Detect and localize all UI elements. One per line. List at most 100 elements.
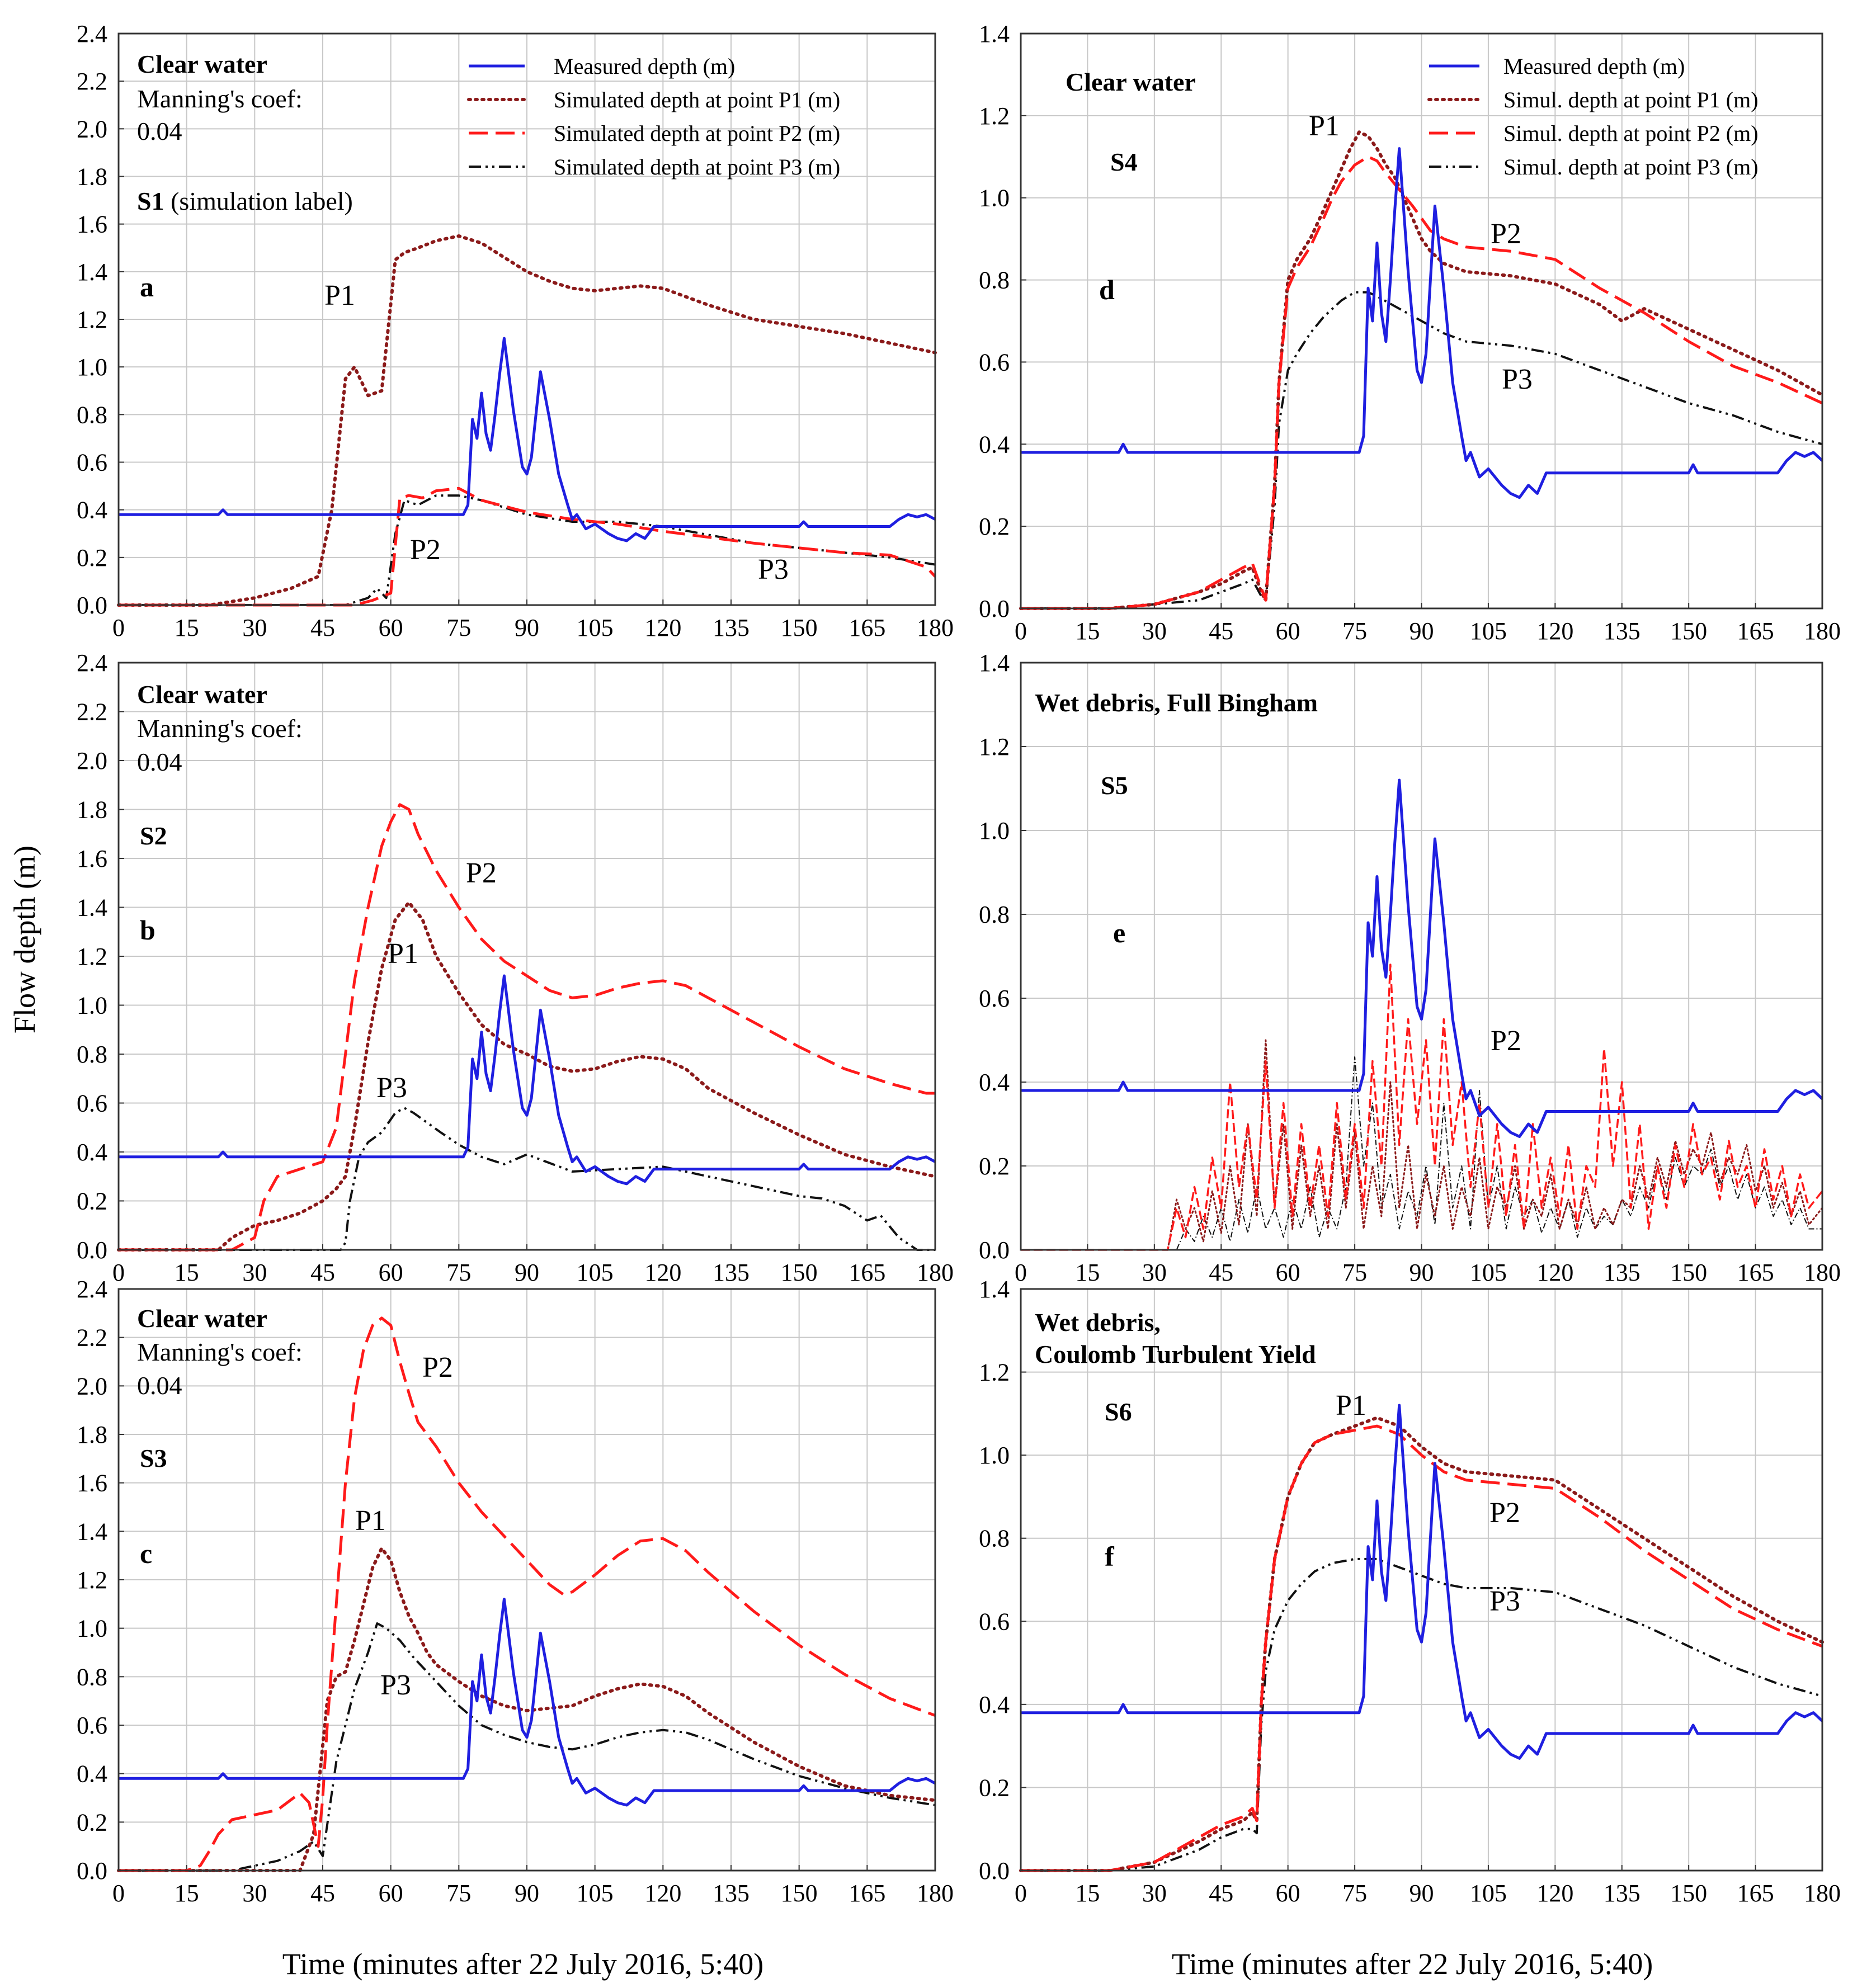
y-tick-label: 0.8 [77, 1041, 107, 1068]
panel-c-label-p1: P1 [355, 1505, 386, 1537]
x-tick-label: 165 [848, 614, 885, 641]
y-tick-label: 0.0 [77, 1857, 107, 1885]
panel-a-annotation-2: Manning's coef: [137, 84, 303, 113]
legend-p3-label: Simul. depth at point P3 (m) [1503, 154, 1759, 180]
x-tick-label: 90 [515, 614, 539, 641]
x-tick-label: 75 [446, 1880, 471, 1907]
panel-f-sim-label: S6 [1105, 1397, 1132, 1426]
panel-d-series [1019, 130, 1824, 610]
x-tick-label: 30 [242, 1880, 267, 1907]
x-tick-label: 180 [1804, 1259, 1841, 1286]
y-tick-label: 0.4 [979, 1069, 1010, 1096]
panel-e-grid [1020, 662, 1823, 1250]
panel-d: 0 15 30 45 60 75 90 105 120 135 150 165 180 0.0 0.2 0.4… [979, 20, 1841, 645]
x-tick-label: 135 [1604, 1880, 1641, 1907]
panel-a-label-p3: P3 [758, 554, 789, 585]
panel-a: 0 15 30 45 60 75 90 105 120 135 150 165 180 0.0 0.2 0.4… [77, 20, 954, 641]
x-tick-label: 180 [917, 1880, 954, 1907]
legend-p2-label: Simul. depth at point P2 (m) [1503, 121, 1759, 146]
panel-b-series [117, 803, 937, 1252]
panel-f-ticklabels: 0 15 30 45 60 75 90 105 120 135 150 165 180 0.0 0.2 0.4… [979, 1276, 1841, 1907]
y-tick-label: 0.0 [979, 1236, 1010, 1264]
panel-e-frame [1020, 662, 1823, 1251]
y-tick-label: 0.2 [77, 1188, 107, 1215]
x-tick-label: 30 [242, 614, 267, 641]
x-tick-label: 75 [1342, 617, 1367, 645]
series-p3-line [1021, 291, 1823, 610]
y-tick-label: 2.2 [77, 698, 107, 726]
panel-d-letter: d [1099, 274, 1115, 305]
x-tick-label: 15 [175, 614, 199, 641]
x-tick-label: 0 [1015, 1880, 1027, 1907]
series-p2-line [119, 1316, 936, 1872]
y-tick-label: 0.8 [77, 1663, 107, 1690]
panel-c-label-p2: P2 [422, 1352, 453, 1383]
x-tick-label: 165 [1737, 617, 1774, 645]
panel-f-label-p1: P1 [1336, 1390, 1366, 1422]
x-tick-label: 75 [1342, 1880, 1367, 1907]
x-tick-label: 135 [713, 1259, 749, 1286]
panel-b: 0 15 30 45 60 75 90 105 120 135 150 165 180 0.0 0.2 0.4… [77, 649, 954, 1286]
x-tick-label: 150 [781, 1880, 818, 1907]
x-tick-label: 180 [917, 614, 954, 641]
x-tick-label: 120 [644, 1259, 681, 1286]
x-tick-label: 150 [1670, 617, 1707, 645]
x-tick-label: 120 [644, 614, 681, 641]
series-measured-line [1021, 1404, 1823, 1760]
x-tick-label: 30 [1142, 1880, 1167, 1907]
y-tick-label: 0.2 [979, 1774, 1010, 1801]
y-tick-label: 0.2 [77, 544, 107, 572]
panel-d-label-p2: P2 [1491, 218, 1521, 250]
x-tick-label: 180 [1804, 1880, 1841, 1907]
panel-b-ticklabels: 0 15 30 45 60 75 90 105 120 135 150 165 180 0.0 0.2 0.4… [77, 649, 954, 1286]
y-tick-label: 1.4 [979, 1276, 1010, 1303]
x-tick-label: 15 [1075, 1880, 1100, 1907]
x-tick-label: 30 [1142, 617, 1167, 645]
panel-a-sim-label: S1 (simulation label) [137, 187, 353, 215]
y-tick-label: 2.0 [77, 747, 107, 775]
x-tick-label: 75 [1342, 1259, 1367, 1286]
legend-measured-label: Measured depth (m) [1503, 54, 1685, 79]
y-tick-label: 2.4 [77, 1276, 107, 1303]
y-tick-label: 2.4 [77, 20, 107, 48]
series-p2-line [1021, 1424, 1823, 1872]
y-tick-label: 1.8 [77, 796, 107, 824]
x-tick-label: 165 [1737, 1880, 1774, 1907]
x-tick-label: 45 [1209, 1880, 1233, 1907]
panel-d-annotation-1: Clear water [1066, 68, 1196, 96]
y-tick-label: 0.8 [77, 401, 107, 428]
y-tick-label: 0.0 [77, 592, 107, 619]
x-tick-label: 150 [1670, 1259, 1707, 1286]
y-tick-label: 0.6 [979, 985, 1010, 1012]
y-tick-label: 1.4 [77, 1518, 107, 1545]
panel-a-legend: Measured depth (m) Simulated depth at po… [467, 54, 840, 180]
series-measured-line [119, 974, 936, 1186]
panel-a-ticklabels: 0 15 30 45 60 75 90 105 120 135 150 165 180 0.0 0.2 0.4… [77, 20, 954, 641]
x-tick-label: 45 [1209, 1259, 1233, 1286]
y-tick-label: 1.4 [979, 649, 1010, 677]
y-tick-label: 2.2 [77, 68, 107, 95]
x-tick-label: 120 [1536, 1259, 1573, 1286]
x-tick-label: 75 [446, 614, 471, 641]
y-tick-label: 0.4 [77, 497, 107, 524]
x-tick-label: 105 [577, 1880, 614, 1907]
y-tick-label: 0.2 [979, 513, 1010, 540]
y-tick-label: 1.0 [979, 817, 1010, 844]
y-tick-label: 2.0 [77, 115, 107, 143]
panel-f-annotation-2: Coulomb Turbulent Yield [1035, 1340, 1316, 1368]
panel-e: 0 15 30 45 60 75 90 105 120 135 150 165 180 0.0 0.2 0.4… [979, 649, 1841, 1286]
panel-d-label-p1: P1 [1309, 110, 1340, 142]
x-tick-label: 75 [446, 1259, 471, 1286]
panel-f-series [1019, 1404, 1824, 1872]
x-tick-label: 165 [848, 1259, 885, 1286]
x-tick-label: 60 [1276, 1259, 1300, 1286]
y-tick-label: 0.8 [979, 901, 1010, 928]
y-tick-label: 0.6 [979, 348, 1010, 376]
y-tick-label: 0.8 [979, 267, 1010, 294]
series-measured-line [1021, 778, 1823, 1138]
x-tick-label: 180 [1804, 617, 1841, 645]
y-tick-label: 0.0 [979, 595, 1010, 622]
series-p1-line [1019, 1416, 1824, 1872]
panel-d-label-p3: P3 [1502, 363, 1533, 395]
panel-f-label-p3: P3 [1489, 1585, 1520, 1617]
